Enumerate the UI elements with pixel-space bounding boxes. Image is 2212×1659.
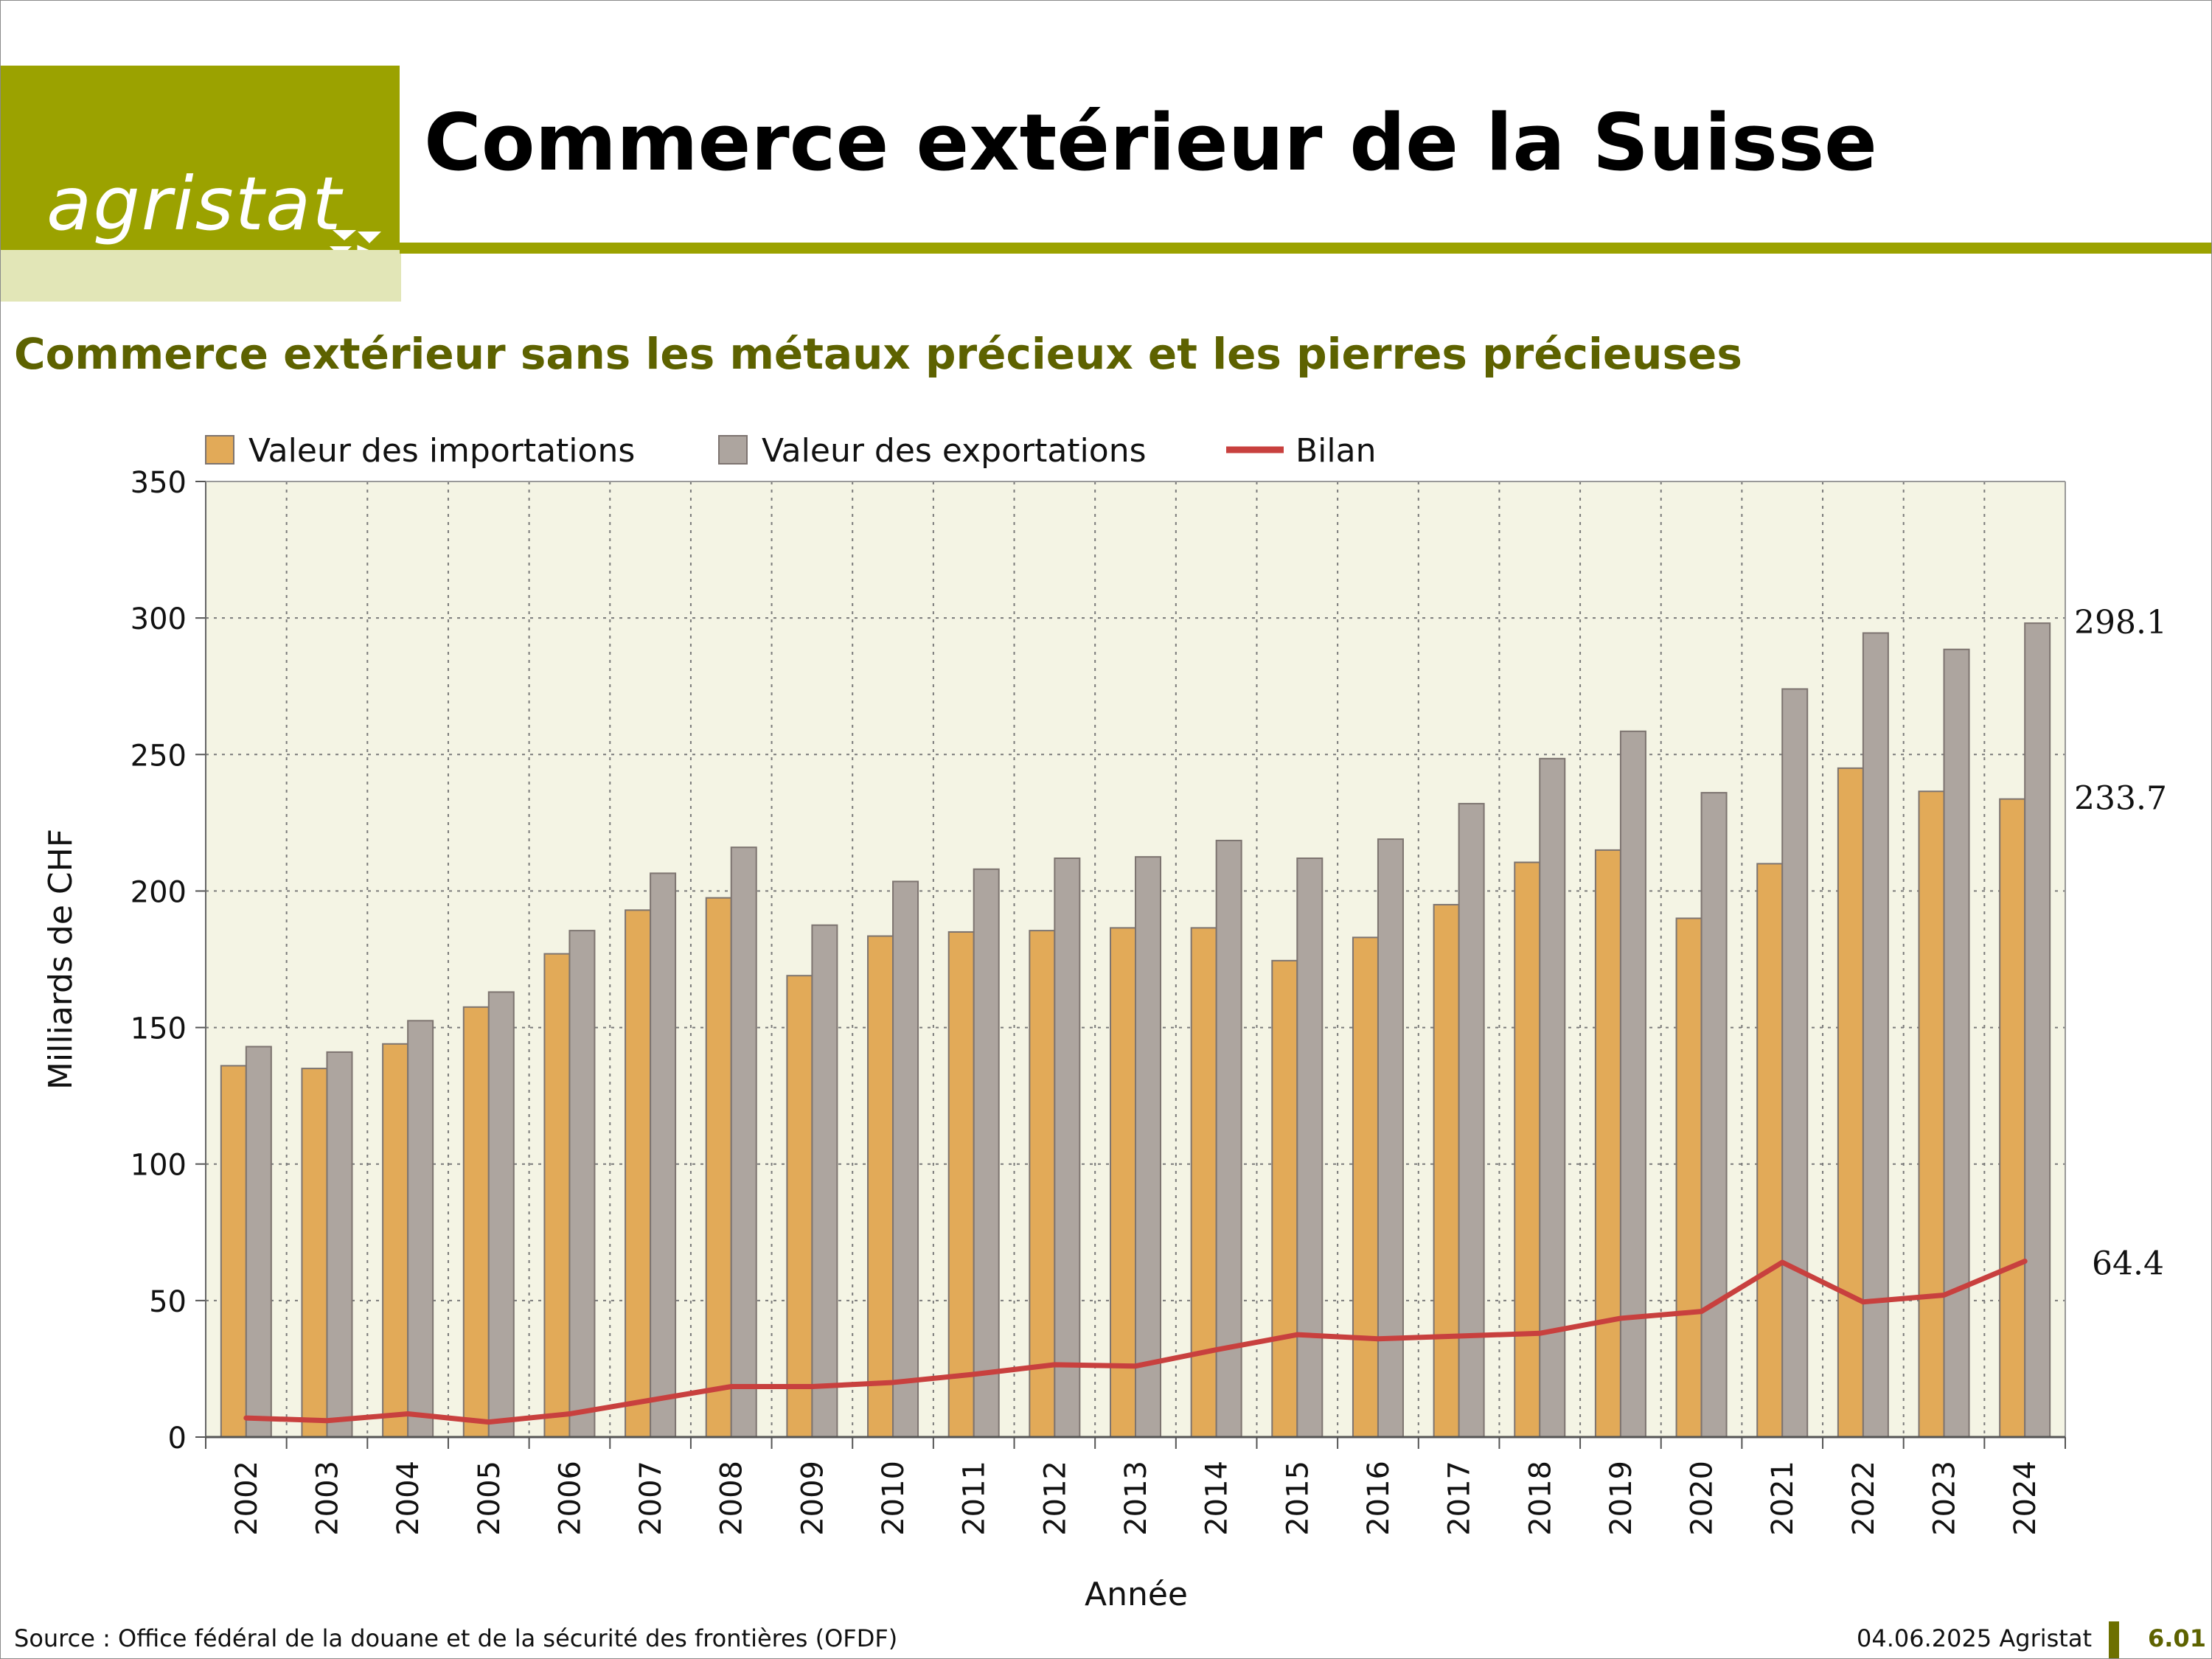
x-tick-label: 2024 [2008,1461,2042,1536]
logo-text: agristat [46,161,343,247]
bar-imports [1594,849,1621,1438]
y-tick-label: 250 [131,739,187,773]
x-tick-label: 2018 [1523,1461,1557,1536]
x-tick-label: 2007 [634,1461,668,1536]
x-tick-label: 2015 [1281,1461,1315,1536]
bar-imports [382,1043,409,1438]
footer-date: 04.06.2025 Agristat [1856,1624,2092,1652]
x-tick-label: 2009 [796,1461,830,1536]
x-tick-label: 2021 [1766,1461,1800,1536]
bar-exports [811,924,838,1438]
x-tick-label: 2022 [1847,1461,1881,1536]
x-tick-label: 2012 [1038,1461,1072,1536]
bar-imports [1675,917,1703,1438]
bar-exports [568,930,596,1438]
bar-exports [1135,856,1161,1438]
bar-exports [730,846,757,1438]
y-tick-label: 100 [131,1149,187,1183]
bar-exports [1781,688,1809,1438]
y-tick-label: 350 [131,466,187,500]
bar-exports [1296,857,1324,1438]
legend-label-balance: Bilan [1295,432,1376,470]
bar-exports [1862,632,1889,1438]
bar-imports [625,909,652,1438]
bar-exports [1539,757,1566,1438]
x-tick-label: 2014 [1200,1461,1234,1536]
bar-exports [245,1046,272,1438]
x-tick-label: 2004 [392,1461,425,1536]
bar-exports [973,868,1000,1438]
x-tick-label: 2002 [230,1461,264,1536]
bar-imports [947,931,975,1438]
bar-exports [1619,730,1646,1438]
bar-imports [786,975,813,1438]
bar-imports [1433,903,1460,1438]
legend-label-imports: Valeur des importations [248,432,635,470]
annotation-balance: 64.4 [2092,1245,2164,1283]
bar-imports [1756,863,1784,1438]
x-axis-title: Année [1085,1576,1188,1613]
x-tick-label: 2011 [958,1461,992,1536]
bar-exports [1943,648,1970,1438]
bar-imports [1999,798,2026,1439]
y-tick-label: 50 [149,1285,187,1319]
bar-exports [650,872,677,1438]
x-tick-label: 2017 [1443,1461,1477,1536]
footer-divider [2109,1621,2119,1658]
bar-exports [407,1020,434,1439]
x-tick-label: 2008 [715,1461,749,1536]
x-tick-label: 2003 [310,1461,344,1536]
x-tick-label: 2006 [553,1461,587,1536]
bar-exports [487,991,515,1439]
bar-imports [1271,959,1298,1438]
x-tick-label: 2013 [1119,1461,1153,1536]
line-balance [243,1259,2028,1425]
annotation-exports: 298.1 [2074,604,2167,641]
bar-imports [462,1006,490,1439]
bar-imports [1029,930,1056,1438]
bar-exports [1458,802,1485,1438]
bar-imports [1918,790,1945,1438]
legend-swatch-exports [718,435,748,465]
bar-exports [1700,792,1728,1438]
bar-imports [220,1065,247,1438]
bar-imports [1352,936,1379,1439]
bar-imports [1514,861,1541,1438]
bar-exports [1054,857,1081,1438]
x-tick-label: 2020 [1686,1461,1719,1536]
chart-subtitle: Commerce extérieur sans les métaux préci… [14,329,1742,379]
footer-source: Source : Office fédéral de la douane et … [14,1624,898,1652]
x-tick-label: 2023 [1928,1461,1962,1536]
bar-exports [1377,838,1404,1439]
legend-swatch-imports [205,435,234,465]
y-tick-label: 300 [131,602,187,636]
header-rule [400,243,2211,254]
x-tick-label: 2005 [473,1461,507,1536]
bar-exports [892,880,919,1439]
annotation-imports: 233.7 [2074,780,2167,818]
y-tick-label: 0 [168,1422,187,1455]
bar-exports [326,1051,353,1438]
bar-exports [1215,839,1242,1438]
page-title: Commerce extérieur de la Suisse [424,97,1877,188]
bar-exports [2024,622,2051,1438]
x-tick-label: 2019 [1604,1461,1638,1536]
y-tick-label: 200 [131,875,187,909]
bar-imports [1110,927,1136,1438]
bar-imports [705,897,732,1438]
bar-imports [301,1068,328,1438]
bar-imports [867,935,894,1439]
x-tick-label: 2016 [1362,1461,1396,1536]
footer-page-number: 6.01 [2148,1624,2206,1652]
logo-underlay [1,250,401,302]
legend-label-exports: Valeur des exportations [762,432,1147,470]
x-tick-label: 2010 [877,1461,911,1536]
y-tick-label: 150 [131,1012,187,1046]
y-axis-title: Milliards de CHF [42,829,80,1090]
bar-imports [1837,767,1864,1439]
bar-imports [1190,927,1217,1438]
bar-imports [543,953,571,1438]
